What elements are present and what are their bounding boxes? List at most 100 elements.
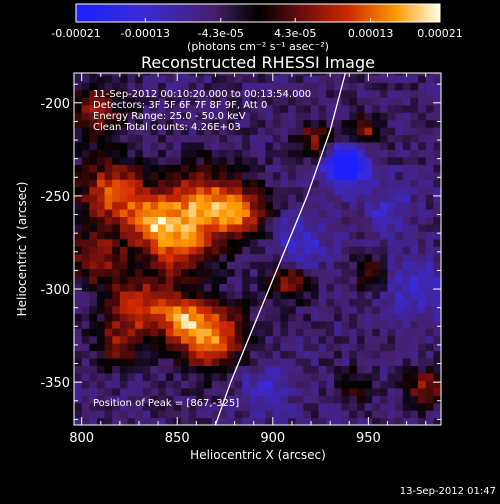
heatmap-cell <box>81 253 90 262</box>
heatmap-cell <box>203 380 213 389</box>
heatmap-cell <box>295 320 304 329</box>
heatmap-cell <box>104 343 113 352</box>
heatmap-cell <box>249 119 259 128</box>
heatmap-cell <box>433 372 441 381</box>
heatmap-cell <box>318 395 327 404</box>
heatmap-cell <box>165 276 174 285</box>
heatmap-cell <box>425 261 434 270</box>
heatmap-cell <box>341 395 350 404</box>
heatmap-cell <box>410 261 419 270</box>
heatmap-cell <box>364 305 373 314</box>
heatmap-cell <box>142 305 152 314</box>
heatmap-cell <box>333 283 343 292</box>
heatmap-cell <box>379 119 389 128</box>
heatmap-cell <box>249 328 259 337</box>
heatmap-cell <box>242 73 251 76</box>
heatmap-cell <box>410 179 419 188</box>
heatmap-cell <box>280 305 289 314</box>
heatmap-cell <box>119 380 129 389</box>
heatmap-cell <box>356 156 366 165</box>
heatmap-cell <box>165 179 174 188</box>
heatmap-cell <box>272 320 282 329</box>
heatmap-cell <box>349 141 358 150</box>
heatmap-cell <box>234 104 243 113</box>
heatmap-cell <box>150 231 159 240</box>
heatmap-cell <box>341 372 350 381</box>
heatmap-cell <box>203 417 213 425</box>
heatmap-cell <box>158 283 167 292</box>
heatmap-cell <box>379 365 389 374</box>
heatmap-cell <box>104 276 113 285</box>
heatmap-cell <box>341 417 350 425</box>
heatmap-cell <box>89 320 98 329</box>
heatmap-cell <box>318 89 327 98</box>
heatmap-cell <box>303 112 312 121</box>
heatmap-cell <box>288 365 297 374</box>
heatmap-cell <box>364 104 373 113</box>
heatmap-cell <box>295 223 304 232</box>
heatmap-cell <box>96 261 106 270</box>
heatmap-cell <box>127 104 136 113</box>
heatmap-cell <box>249 201 259 210</box>
heatmap-cell <box>280 290 289 299</box>
heatmap-cell <box>181 261 190 270</box>
heatmap-cell <box>112 179 121 188</box>
heatmap-cell <box>395 402 404 411</box>
heatmap-cell <box>226 253 236 262</box>
heatmap-cell <box>211 216 220 225</box>
heatmap-cell <box>142 395 152 404</box>
heatmap-cell <box>165 395 174 404</box>
heatmap-cell <box>425 231 434 240</box>
heatmap-cell <box>188 313 197 322</box>
heatmap-cell <box>104 298 113 307</box>
heatmap-cell <box>280 343 289 352</box>
heatmap-cell <box>81 208 90 218</box>
heatmap-cell <box>135 410 144 419</box>
heatmap-cell <box>165 365 174 374</box>
heatmap-cell <box>402 410 412 419</box>
heatmap-cell <box>410 171 419 180</box>
heatmap-cell <box>280 298 289 307</box>
heatmap-cell <box>96 216 106 225</box>
heatmap-cell <box>188 298 197 307</box>
heatmap-cell <box>127 208 136 218</box>
heatmap-cell <box>288 320 297 329</box>
heatmap-cell <box>326 261 335 270</box>
heatmap-cell <box>196 112 205 121</box>
heatmap-cell <box>349 149 358 158</box>
heatmap-cell <box>127 387 136 396</box>
heatmap-cell <box>410 357 419 366</box>
heatmap-cell <box>318 223 327 232</box>
heatmap-cell <box>104 395 113 404</box>
heatmap-cells <box>74 73 441 425</box>
heatmap-cell <box>326 89 335 98</box>
heatmap-cell <box>112 97 121 106</box>
heatmap-cell <box>402 238 412 247</box>
heatmap-cell <box>219 372 228 381</box>
heatmap-cell <box>173 201 182 210</box>
annotation-energy-range: Energy Range: 25.0 - 50.0 keV <box>93 111 246 122</box>
heatmap-cell <box>372 410 381 419</box>
heatmap-cell <box>203 246 213 255</box>
heatmap-cell <box>119 253 129 262</box>
heatmap-cell <box>74 350 83 359</box>
heatmap-cell <box>265 320 274 329</box>
heatmap-cell <box>341 313 350 322</box>
heatmap-cell <box>425 417 434 425</box>
heatmap-cell <box>165 298 174 307</box>
heatmap-cell <box>119 335 129 344</box>
heatmap-cell <box>387 134 396 143</box>
heatmap-cell <box>112 134 121 143</box>
heatmap-cell <box>104 89 113 98</box>
heatmap-cell <box>402 171 412 180</box>
heatmap-cell <box>364 194 373 203</box>
heatmap-cell <box>173 134 182 143</box>
heatmap-cell <box>96 335 106 344</box>
heatmap-cell <box>425 350 434 359</box>
heatmap-cell <box>341 365 350 374</box>
heatmap-cell <box>196 380 205 389</box>
heatmap-cell <box>181 410 190 419</box>
heatmap-cell <box>74 112 83 121</box>
heatmap-cell <box>242 74 251 83</box>
heatmap-cell <box>272 410 282 419</box>
